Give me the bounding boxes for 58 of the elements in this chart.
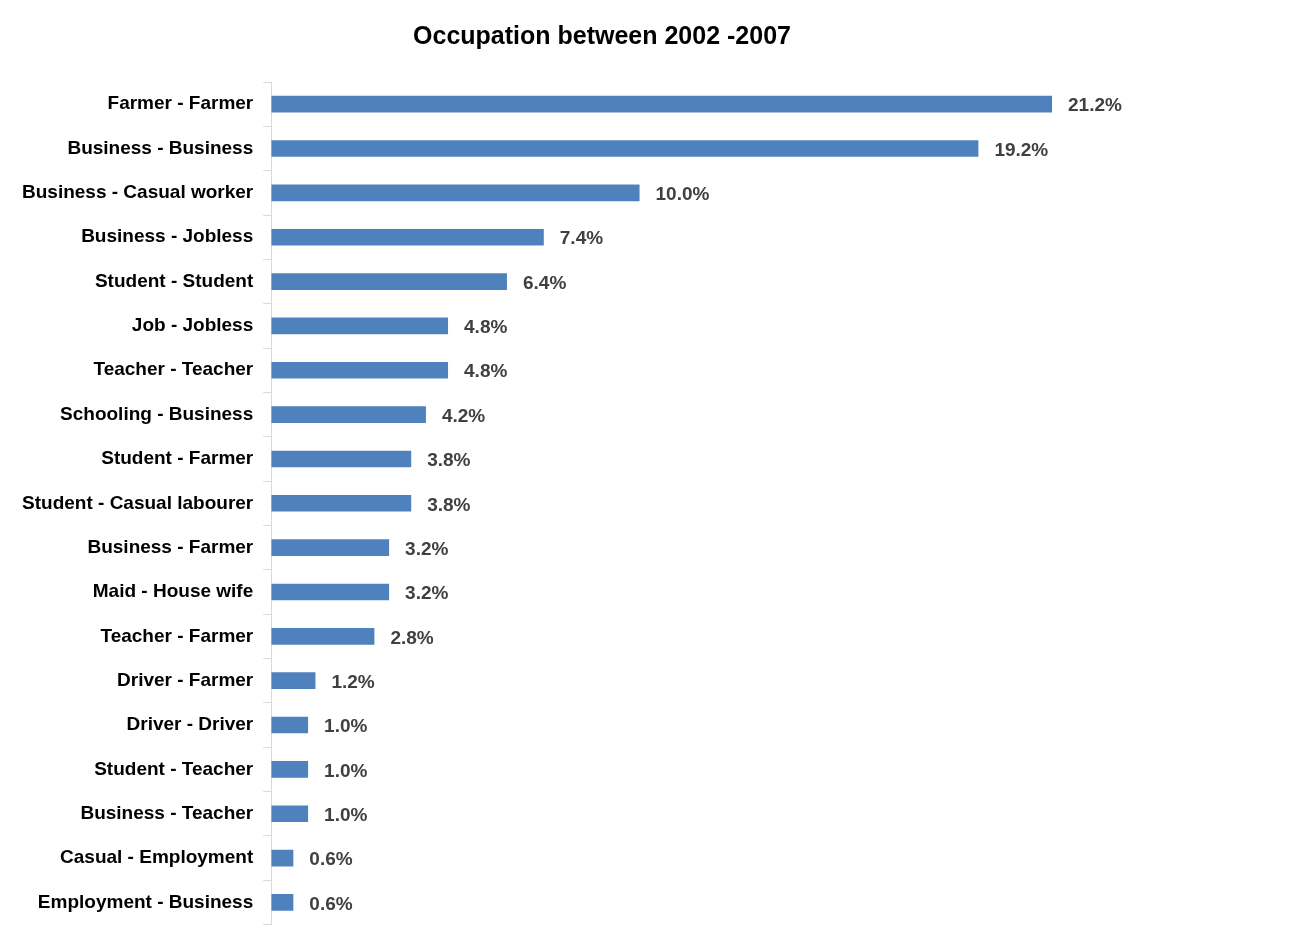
bar <box>271 672 316 690</box>
y-tick-label: Driver - Driver <box>126 713 254 735</box>
data-label: 10.0% <box>655 183 710 205</box>
chart-title: Occupation between 2002 -2007 <box>413 20 791 49</box>
data-label: 7.4% <box>559 227 604 249</box>
y-tick-label: Student - Student <box>94 269 254 291</box>
y-tick-label: Business - Jobless <box>81 225 254 247</box>
y-tick-label: Business - Business <box>67 136 254 158</box>
data-label: 4.2% <box>441 404 486 426</box>
data-label: 0.6% <box>309 892 353 914</box>
y-tick-label: Farmer - Farmer <box>107 92 254 114</box>
data-label: 3.2% <box>405 582 449 604</box>
bar <box>271 450 412 468</box>
y-tick-label: Driver - Farmer <box>117 668 254 690</box>
bar <box>271 494 412 512</box>
bar <box>271 184 640 202</box>
data-label: 6.4% <box>522 271 567 293</box>
bar <box>271 583 390 601</box>
bar <box>271 228 544 246</box>
data-label: 3.8% <box>427 493 471 515</box>
data-label: 1.2% <box>331 670 375 692</box>
y-tick-label: Business - Casual worker <box>21 181 254 203</box>
data-label: 4.8% <box>464 316 508 338</box>
data-label: 1.0% <box>324 715 368 737</box>
data-label: 3.2% <box>405 537 449 559</box>
bar <box>271 628 375 645</box>
data-label: 1.0% <box>324 803 368 825</box>
y-tick-label: Business - Teacher <box>80 801 254 823</box>
data-label: 2.8% <box>390 626 434 648</box>
bar <box>271 273 507 290</box>
bar <box>271 805 309 823</box>
bar <box>271 95 1053 113</box>
data-label: 21.2% <box>1068 94 1123 116</box>
bar <box>271 406 426 423</box>
y-tick-label: Employment - Business <box>37 890 254 912</box>
y-tick-label: Business - Farmer <box>87 535 254 557</box>
bar <box>271 361 449 379</box>
bar <box>271 317 449 335</box>
y-tick-label: Teacher - Teacher <box>93 358 254 380</box>
data-label: 4.8% <box>464 360 508 382</box>
bar <box>271 849 294 867</box>
y-tick-label: Maid - House wife <box>92 580 254 602</box>
bar <box>271 716 309 734</box>
data-label: 0.6% <box>309 848 353 870</box>
data-label: 19.2% <box>994 138 1049 160</box>
bar <box>271 761 309 778</box>
bar <box>271 539 390 556</box>
y-tick-label: Casual - Employment <box>60 846 254 868</box>
y-tick-label: Student - Farmer <box>101 447 254 469</box>
y-tick-label: Student - Casual labourer <box>22 491 254 513</box>
y-tick-label: Student - Teacher <box>94 757 254 779</box>
y-tick-label: Schooling - Business <box>60 402 254 424</box>
bar <box>271 894 294 911</box>
y-tick-label: Job - Jobless <box>131 314 254 336</box>
bar <box>271 140 979 157</box>
data-label: 3.8% <box>427 449 471 471</box>
data-label: 1.0% <box>324 759 368 781</box>
y-tick-label: Teacher - Farmer <box>100 624 254 646</box>
